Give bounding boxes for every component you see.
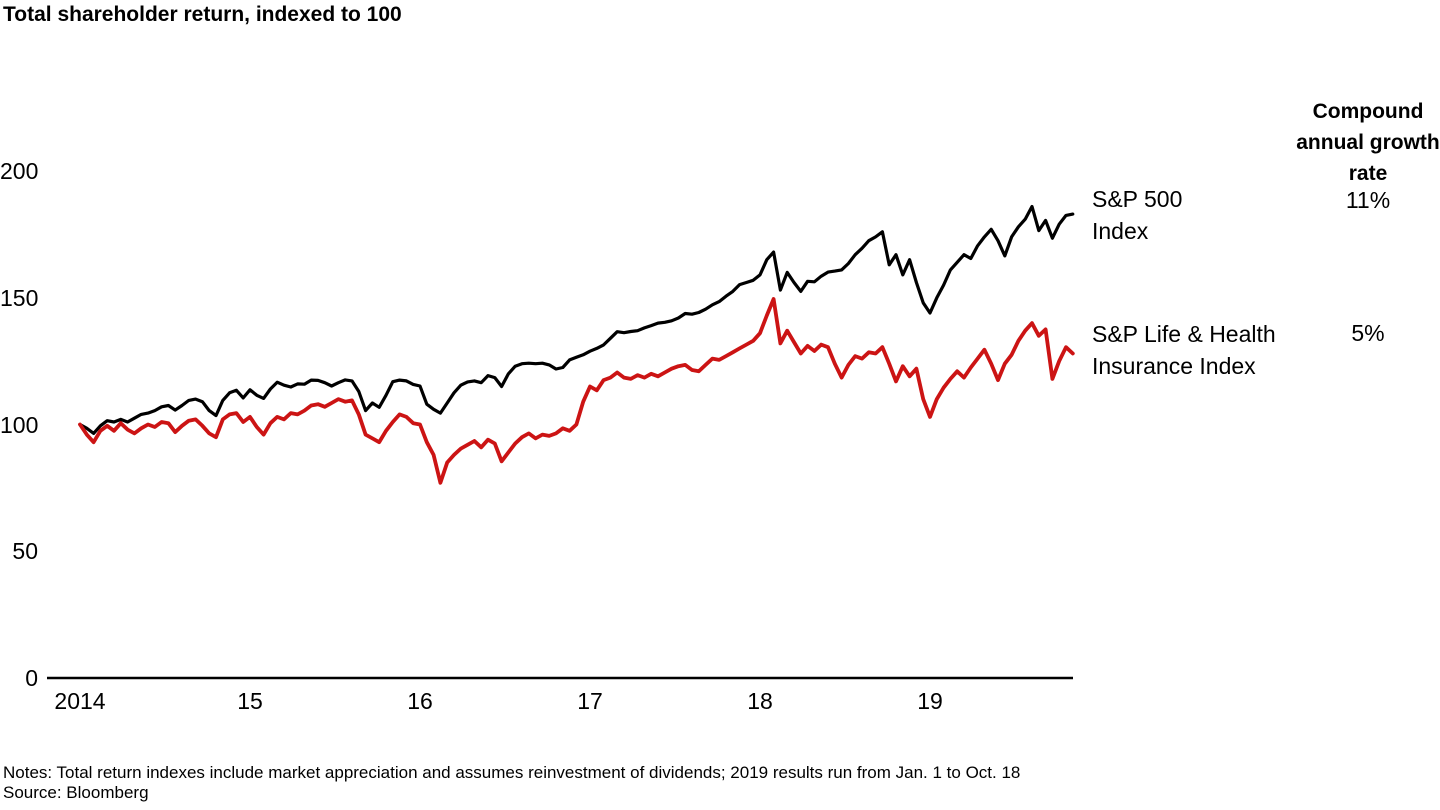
legend-label-sp500-line2: Index bbox=[1092, 218, 1149, 244]
legend-label-sp500: S&P 500 Index bbox=[1092, 183, 1182, 247]
x-tick-label: 17 bbox=[577, 688, 603, 714]
legend-label-life-health: S&P Life & Health Insurance Index bbox=[1092, 318, 1276, 382]
notes-line: Notes: Total return indexes include mark… bbox=[3, 763, 1021, 782]
x-tick-label: 19 bbox=[917, 688, 943, 714]
y-tick-label: 0 bbox=[25, 665, 38, 691]
legend-label-life-health-line1: S&P Life & Health bbox=[1092, 321, 1276, 347]
x-tick-label: 15 bbox=[237, 688, 263, 714]
sp500-line bbox=[78, 204, 1075, 435]
chart-title: Total shareholder return, indexed to 100 bbox=[3, 3, 402, 26]
source-line: Source: Bloomberg bbox=[3, 783, 149, 802]
x-tick-label: 18 bbox=[747, 688, 773, 714]
footnotes: Notes: Total return indexes include mark… bbox=[3, 763, 1020, 803]
x-tick-label: 2014 bbox=[54, 688, 106, 714]
y-tick-label: 100 bbox=[0, 411, 39, 438]
cagr-value-life-health: 5% bbox=[1351, 320, 1385, 346]
cagr-value-sp500: 11% bbox=[1345, 187, 1391, 213]
sp-life-health-insurance-line bbox=[78, 297, 1075, 485]
y-tick-label: 150 bbox=[0, 284, 39, 311]
x-tick-label: 16 bbox=[407, 688, 433, 714]
y-tick-label: 50 bbox=[12, 538, 38, 565]
legend-label-life-health-line2: Insurance Index bbox=[1092, 353, 1256, 379]
cagr-column-header: Compound annual growth rate bbox=[1296, 100, 1440, 185]
y-tick-label: 200 bbox=[0, 158, 39, 184]
legend-label-sp500-line1: S&P 500 bbox=[1092, 186, 1183, 212]
